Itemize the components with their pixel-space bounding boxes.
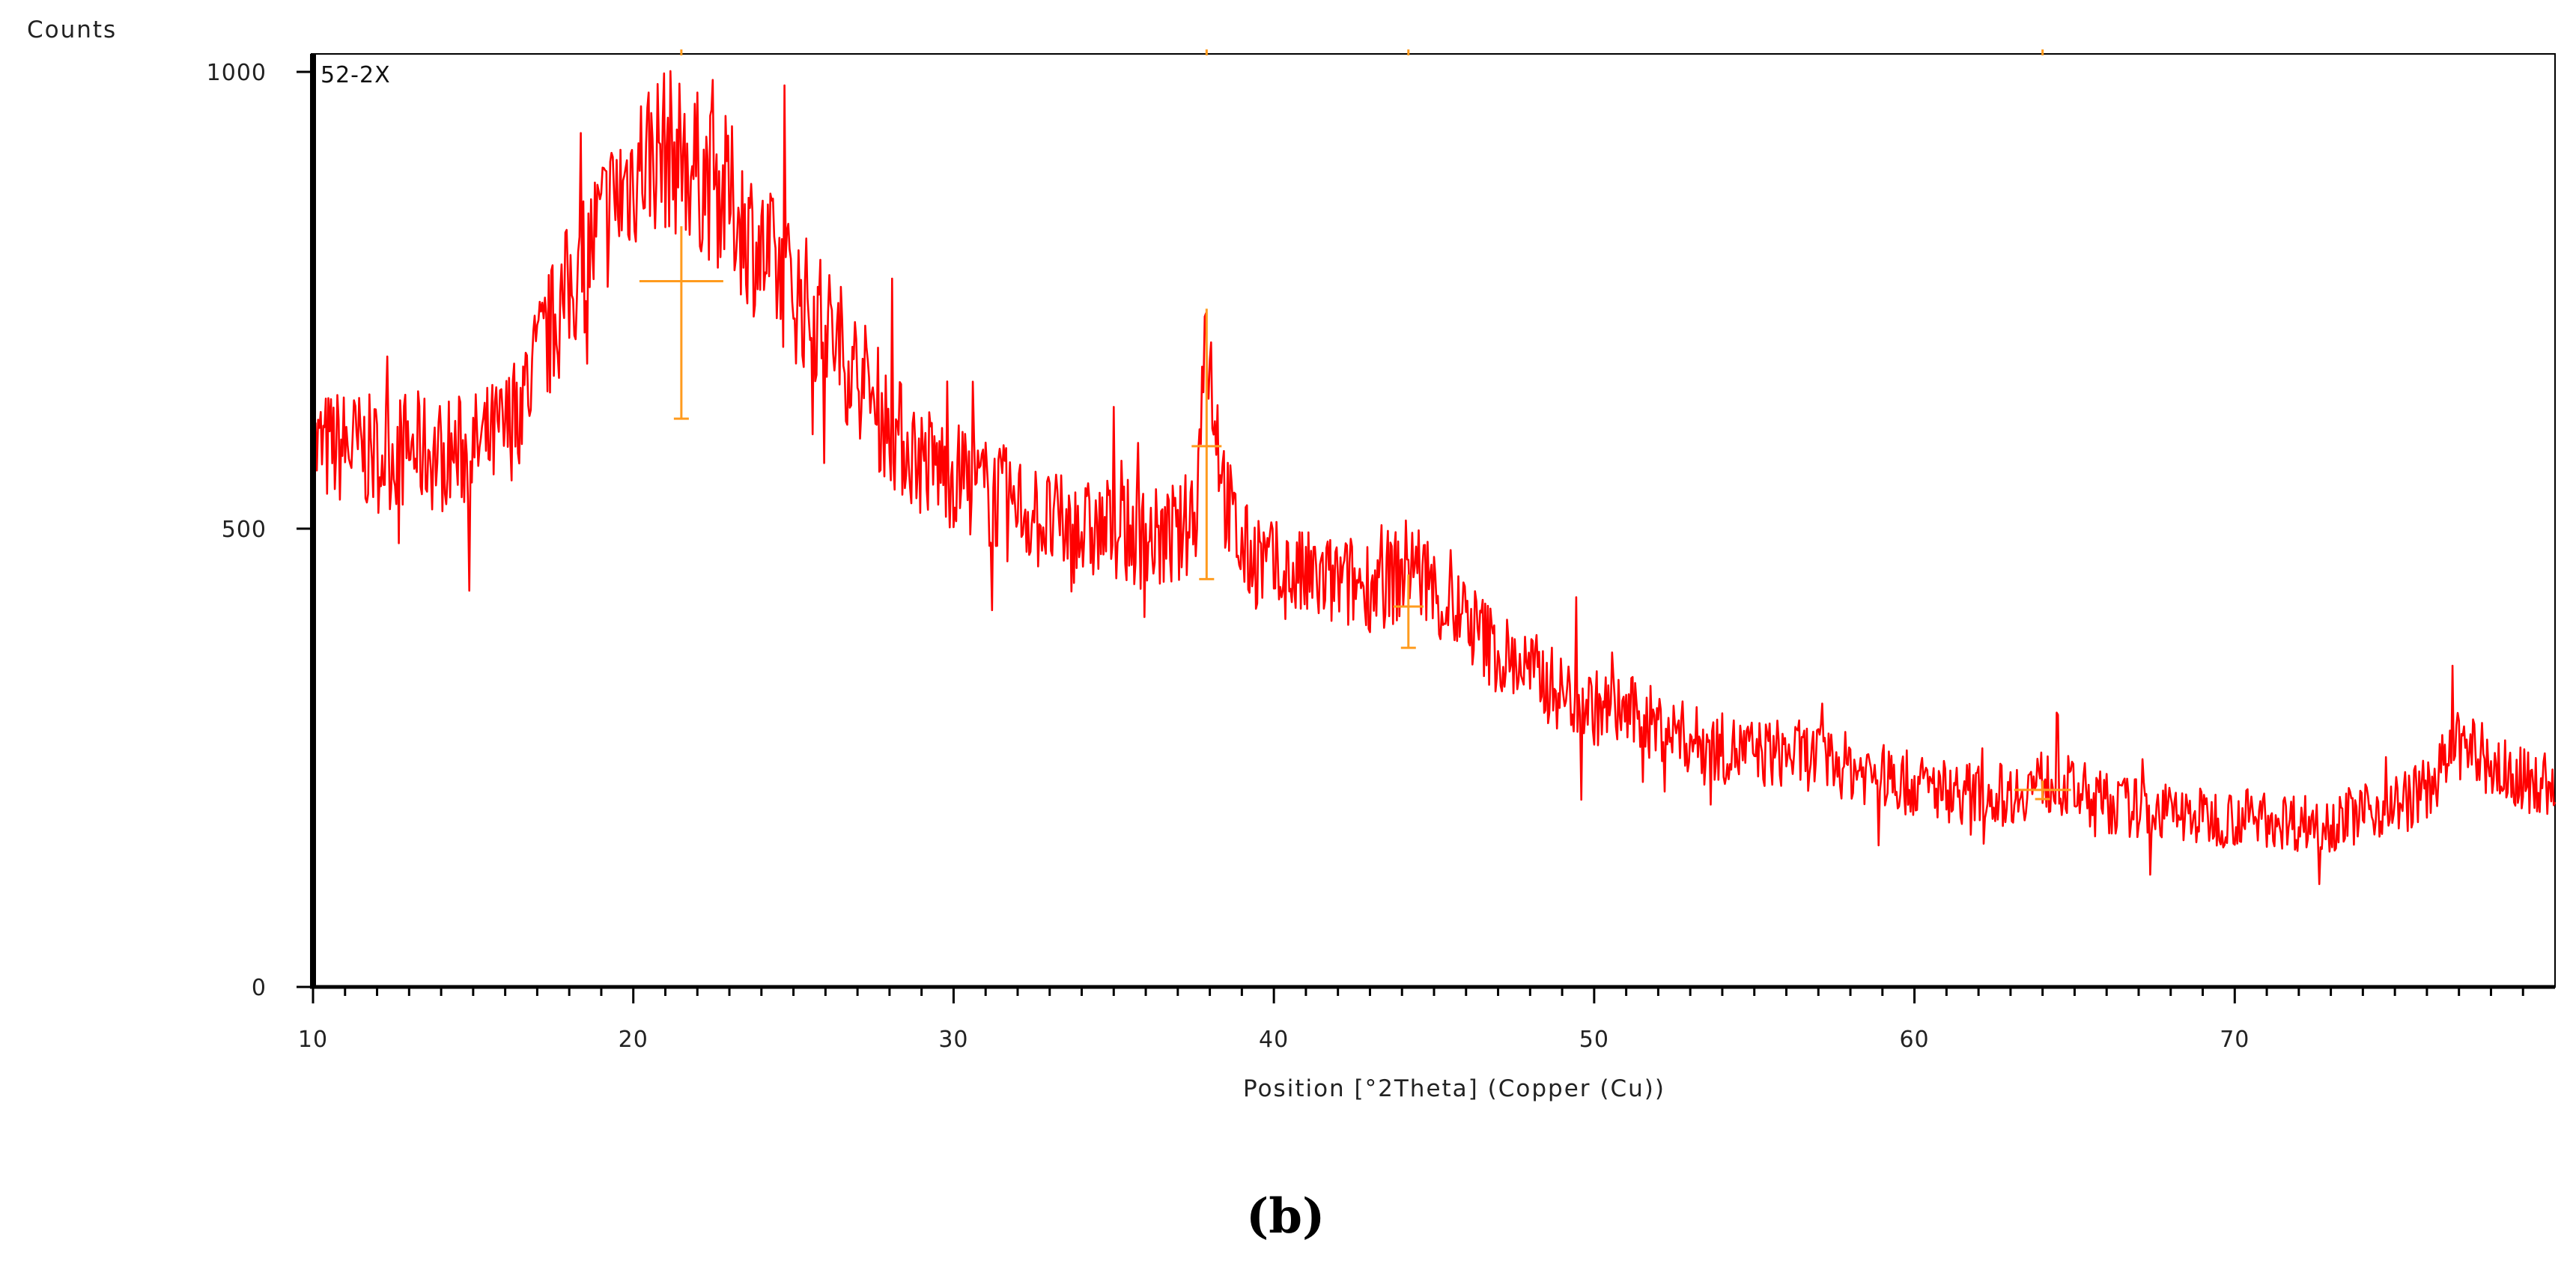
y-tick-layer: 0 500 1000 — [207, 60, 313, 1001]
x-tick-label: 40 — [1259, 1027, 1289, 1053]
series-line-0 — [312, 70, 2557, 885]
y-tick-label: 1000 — [207, 60, 267, 86]
x-tick-layer: 10 20 30 40 50 60 70 — [298, 987, 2250, 1053]
x-tick-label: 30 — [938, 1027, 968, 1053]
figure-caption: (b) — [1246, 1188, 1325, 1245]
sample-label: 52-2X — [321, 62, 391, 88]
x-tick-label: 70 — [2220, 1027, 2250, 1053]
x-tick-label: 10 — [298, 1027, 328, 1053]
x-axis-title: Position [°2Theta] (Copper (Cu)) — [1243, 1075, 1665, 1102]
reference-peak-layer — [639, 49, 2071, 800]
y-tick-label: 500 — [222, 517, 267, 543]
plot-frame — [311, 53, 2556, 988]
x-tick-label: 20 — [619, 1027, 648, 1053]
x-minor-ticks — [344, 987, 2524, 996]
y-tick-label: 0 — [252, 975, 267, 1001]
y-axis-title: Counts — [27, 16, 117, 43]
x-tick-label: 60 — [1899, 1027, 1929, 1053]
series-layer — [312, 70, 2557, 885]
x-tick-label: 50 — [1579, 1027, 1609, 1053]
